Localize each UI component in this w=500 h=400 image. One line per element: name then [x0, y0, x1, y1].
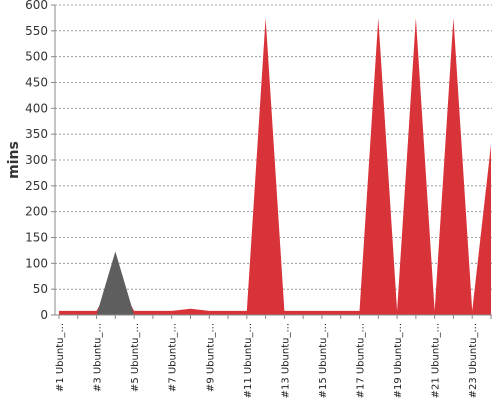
x-tick-label: #9 Ubuntu_...: [205, 323, 216, 392]
y-tick-labels: 0 50 100 150 200 250 300 350 400 450 500 550 600: [25, 0, 55, 322]
x-tick-labels: #1 Ubuntu_... #3 Ubuntu_... #5 Ubuntu_... #…: [55, 315, 492, 398]
y-tick-label: 600: [25, 0, 48, 12]
y-tick-label: 350: [25, 127, 48, 141]
series-area-1: [59, 17, 491, 315]
y-axis-label: mins: [6, 141, 22, 179]
x-tick-label: #13 Ubuntu_...: [280, 323, 291, 398]
y-tick-label: 50: [33, 282, 48, 296]
series-area-2: [59, 251, 491, 315]
x-tick-label: #1 Ubuntu_...: [55, 323, 66, 392]
x-tick-label: #7 Ubuntu_...: [168, 323, 179, 392]
x-tick-label: #19 Ubuntu_...: [393, 323, 404, 398]
plot-areas: [59, 17, 491, 315]
y-tick-label: 400: [25, 101, 48, 115]
x-tick-label: #11 Ubuntu_...: [243, 323, 254, 398]
y-tick-label: 0: [40, 308, 48, 322]
x-tick-label: #21 Ubuntu_...: [431, 323, 442, 398]
y-tick-label: 100: [25, 256, 48, 270]
x-tick-label: #23 Ubuntu_...: [468, 323, 479, 398]
x-tick-label: #17 Ubuntu_...: [356, 323, 367, 398]
x-tick-label: #3 Ubuntu_...: [93, 323, 104, 392]
y-tick-label: 150: [25, 231, 48, 245]
y-tick-label: 250: [25, 179, 48, 193]
x-tick-label: #15 Ubuntu_...: [318, 323, 329, 398]
y-tick-label: 450: [25, 76, 48, 90]
y-tick-label: 300: [25, 153, 48, 167]
y-tick-label: 500: [25, 50, 48, 64]
x-tick-label: #5 Ubuntu_...: [130, 323, 141, 392]
y-tick-label: 200: [25, 205, 48, 219]
y-tick-label: 550: [25, 24, 48, 38]
